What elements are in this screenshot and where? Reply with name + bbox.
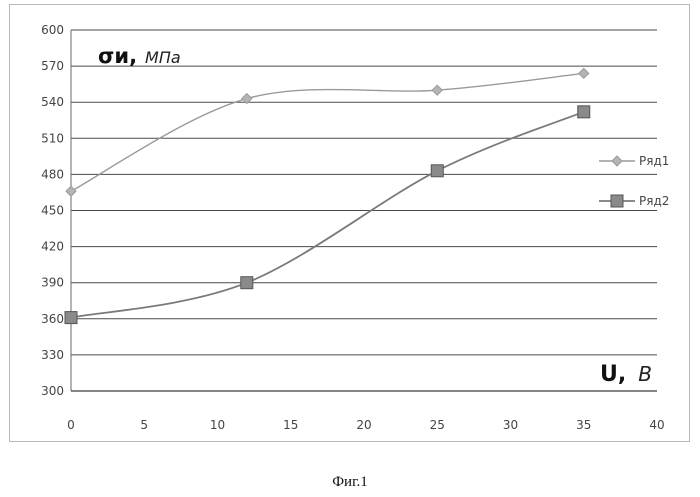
- data-point: [65, 312, 77, 324]
- legend-item: Ряд2: [599, 194, 669, 208]
- data-point: [431, 165, 443, 177]
- series-1: [66, 68, 589, 196]
- y-tick-label: 570: [41, 59, 64, 73]
- data-point: [241, 277, 253, 289]
- y-tick-label: 450: [41, 204, 64, 218]
- series-line: [71, 112, 584, 318]
- y-tick-label: 330: [41, 348, 64, 362]
- series-layer: [65, 68, 590, 323]
- y-axis-label-unit: МПа: [145, 48, 181, 67]
- y-tick-label: 480: [41, 167, 64, 181]
- legend-label: Ряд2: [639, 194, 669, 208]
- series-line: [71, 73, 584, 191]
- x-axis-label: U, B: [600, 362, 652, 387]
- x-tick-label: 25: [430, 418, 445, 432]
- y-axis-label: σи, МПа: [98, 44, 181, 68]
- chart-frame: 3003303603904204504805105405706000510152…: [9, 4, 690, 442]
- legend-item: Ряд1: [599, 154, 669, 168]
- y-axis-label-symbol: σи,: [98, 44, 137, 68]
- y-tick-label: 360: [41, 312, 64, 326]
- x-tick-label: 5: [140, 418, 148, 432]
- legend-marker: [612, 156, 622, 166]
- legend-marker: [611, 195, 623, 207]
- data-point: [66, 186, 76, 196]
- x-axis-label-unit: B: [638, 362, 652, 386]
- data-point: [578, 106, 590, 118]
- figure-caption: Фиг.1: [0, 474, 700, 491]
- x-tick-label: 30: [503, 418, 518, 432]
- data-point: [432, 85, 442, 95]
- y-tick-label: 300: [41, 384, 64, 398]
- y-tick-label: 390: [41, 276, 64, 290]
- legend-label: Ряд1: [639, 154, 669, 168]
- x-tick-label: 20: [356, 418, 371, 432]
- x-tick-label: 35: [576, 418, 591, 432]
- legend: Ряд1 Ряд2: [599, 154, 669, 208]
- x-axis-label-symbol: U,: [600, 362, 626, 387]
- y-tick-label: 540: [41, 95, 64, 109]
- data-point: [579, 68, 589, 78]
- x-tick-label: 0: [67, 418, 75, 432]
- tick-labels: 3003303603904204504805105405706000510152…: [41, 23, 665, 432]
- x-tick-label: 10: [210, 418, 225, 432]
- x-tick-label: 40: [649, 418, 664, 432]
- gridlines: [71, 30, 657, 355]
- y-tick-label: 510: [41, 131, 64, 145]
- y-tick-label: 420: [41, 240, 64, 254]
- x-tick-label: 15: [283, 418, 298, 432]
- y-tick-label: 600: [41, 23, 64, 37]
- line-chart: 3003303603904204504805105405706000510152…: [10, 5, 691, 443]
